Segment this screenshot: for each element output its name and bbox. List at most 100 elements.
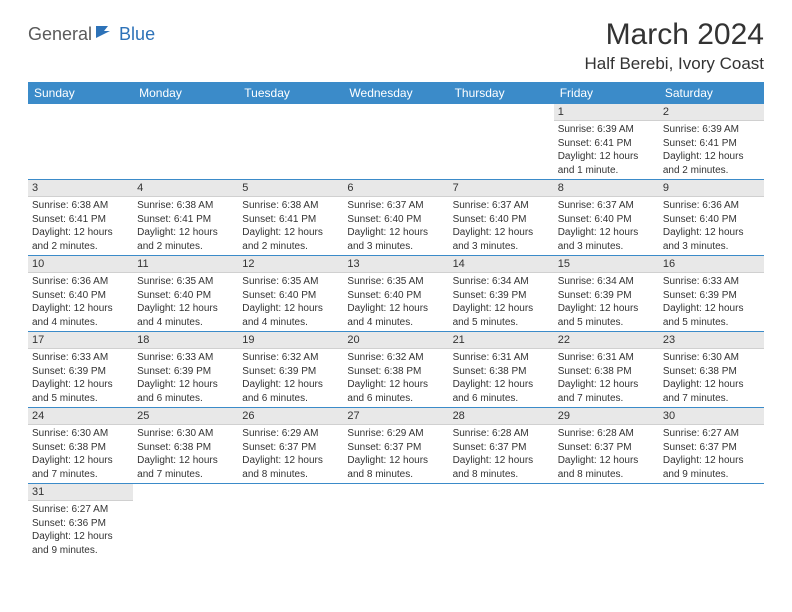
day-number: 9	[659, 180, 764, 197]
sunrise-text: Sunrise: 6:27 AM	[32, 503, 129, 517]
sunset-text: Sunset: 6:40 PM	[137, 289, 234, 303]
day-number: 15	[554, 256, 659, 273]
daylight-text: Daylight: 12 hours and 9 minutes.	[32, 530, 129, 557]
day-number: 19	[238, 332, 343, 349]
calendar-day-cell: 10Sunrise: 6:36 AMSunset: 6:40 PMDayligh…	[28, 256, 133, 332]
sunrise-text: Sunrise: 6:38 AM	[137, 199, 234, 213]
sunset-text: Sunset: 6:37 PM	[453, 441, 550, 455]
day-number: 5	[238, 180, 343, 197]
sunrise-text: Sunrise: 6:33 AM	[32, 351, 129, 365]
sunset-text: Sunset: 6:40 PM	[347, 213, 444, 227]
sunrise-text: Sunrise: 6:29 AM	[347, 427, 444, 441]
calendar-day-cell: 8Sunrise: 6:37 AMSunset: 6:40 PMDaylight…	[554, 180, 659, 256]
day-content: Sunrise: 6:35 AMSunset: 6:40 PMDaylight:…	[133, 273, 238, 331]
sunset-text: Sunset: 6:41 PM	[663, 137, 760, 151]
day-number: 21	[449, 332, 554, 349]
day-content: Sunrise: 6:30 AMSunset: 6:38 PMDaylight:…	[133, 425, 238, 483]
daylight-text: Daylight: 12 hours and 4 minutes.	[32, 302, 129, 329]
logo-text-general: General	[28, 24, 92, 45]
sunrise-text: Sunrise: 6:36 AM	[32, 275, 129, 289]
day-content: Sunrise: 6:33 AMSunset: 6:39 PMDaylight:…	[28, 349, 133, 407]
sunrise-text: Sunrise: 6:31 AM	[453, 351, 550, 365]
day-content: Sunrise: 6:32 AMSunset: 6:38 PMDaylight:…	[343, 349, 448, 407]
calendar-day-cell: 12Sunrise: 6:35 AMSunset: 6:40 PMDayligh…	[238, 256, 343, 332]
sunset-text: Sunset: 6:40 PM	[453, 213, 550, 227]
day-number: 10	[28, 256, 133, 273]
sunrise-text: Sunrise: 6:36 AM	[663, 199, 760, 213]
calendar-day-cell: 6Sunrise: 6:37 AMSunset: 6:40 PMDaylight…	[343, 180, 448, 256]
day-number: 8	[554, 180, 659, 197]
sunset-text: Sunset: 6:40 PM	[347, 289, 444, 303]
day-number: 20	[343, 332, 448, 349]
calendar-day-cell: 31Sunrise: 6:27 AMSunset: 6:36 PMDayligh…	[28, 484, 133, 560]
day-content: Sunrise: 6:30 AMSunset: 6:38 PMDaylight:…	[28, 425, 133, 483]
sunset-text: Sunset: 6:40 PM	[242, 289, 339, 303]
calendar-day-cell: 15Sunrise: 6:34 AMSunset: 6:39 PMDayligh…	[554, 256, 659, 332]
daylight-text: Daylight: 12 hours and 2 minutes.	[242, 226, 339, 253]
sunrise-text: Sunrise: 6:35 AM	[242, 275, 339, 289]
sunset-text: Sunset: 6:38 PM	[32, 441, 129, 455]
sunrise-text: Sunrise: 6:32 AM	[242, 351, 339, 365]
calendar-day-cell: 21 Sunrise: 6:31 AMSunset: 6:38 PMDayligh…	[449, 332, 554, 408]
day-number: 3	[28, 180, 133, 197]
calendar-empty-cell	[554, 484, 659, 560]
daylight-text: Daylight: 12 hours and 6 minutes.	[453, 378, 550, 405]
day-content: Sunrise: 6:27 AMSunset: 6:36 PMDaylight:…	[28, 501, 133, 559]
day-content: Sunrise: 6:34 AMSunset: 6:39 PMDaylight:…	[449, 273, 554, 331]
daylight-text: Daylight: 12 hours and 2 minutes.	[137, 226, 234, 253]
day-content: Sunrise: 6:37 AMSunset: 6:40 PMDaylight:…	[343, 197, 448, 255]
weekday-header-row: SundayMondayTuesdayWednesdayThursdayFrid…	[28, 82, 764, 104]
day-content: Sunrise: 6:36 AMSunset: 6:40 PMDaylight:…	[28, 273, 133, 331]
day-number: 22	[554, 332, 659, 349]
daylight-text: Daylight: 12 hours and 8 minutes.	[558, 454, 655, 481]
day-content: Sunrise: 6:35 AMSunset: 6:40 PMDaylight:…	[238, 273, 343, 331]
calendar-day-cell: 13Sunrise: 6:35 AMSunset: 6:40 PMDayligh…	[343, 256, 448, 332]
sunset-text: Sunset: 6:39 PM	[242, 365, 339, 379]
sunset-text: Sunset: 6:40 PM	[663, 213, 760, 227]
sunrise-text: Sunrise: 6:27 AM	[663, 427, 760, 441]
sunrise-text: Sunrise: 6:35 AM	[137, 275, 234, 289]
sunrise-text: Sunrise: 6:31 AM	[558, 351, 655, 365]
sunrise-text: Sunrise: 6:30 AM	[137, 427, 234, 441]
daylight-text: Daylight: 12 hours and 8 minutes.	[242, 454, 339, 481]
sunset-text: Sunset: 6:41 PM	[242, 213, 339, 227]
sunset-text: Sunset: 6:38 PM	[453, 365, 550, 379]
calendar-day-cell: 4Sunrise: 6:38 AMSunset: 6:41 PMDaylight…	[133, 180, 238, 256]
sunrise-text: Sunrise: 6:38 AM	[32, 199, 129, 213]
sunset-text: Sunset: 6:41 PM	[558, 137, 655, 151]
day-number: 14	[449, 256, 554, 273]
calendar-day-cell: 23Sunrise: 6:30 AMSunset: 6:38 PMDayligh…	[659, 332, 764, 408]
day-content: Sunrise: 6:32 AMSunset: 6:39 PMDaylight:…	[238, 349, 343, 407]
calendar-day-cell: 24Sunrise: 6:30 AMSunset: 6:38 PMDayligh…	[28, 408, 133, 484]
day-content: Sunrise: 6:28 AMSunset: 6:37 PMDaylight:…	[449, 425, 554, 483]
sunset-text: Sunset: 6:39 PM	[137, 365, 234, 379]
weekday-header: Sunday	[28, 82, 133, 104]
day-number: 1	[554, 104, 659, 121]
sunrise-text: Sunrise: 6:28 AM	[558, 427, 655, 441]
calendar-empty-cell	[133, 104, 238, 180]
daylight-text: Daylight: 12 hours and 8 minutes.	[453, 454, 550, 481]
day-content: Sunrise: 6:29 AMSunset: 6:37 PMDaylight:…	[238, 425, 343, 483]
day-number: 12	[238, 256, 343, 273]
day-number: 4	[133, 180, 238, 197]
calendar-day-cell: 29Sunrise: 6:28 AMSunset: 6:37 PMDayligh…	[554, 408, 659, 484]
calendar-table: SundayMondayTuesdayWednesdayThursdayFrid…	[28, 82, 764, 559]
sunset-text: Sunset: 6:38 PM	[558, 365, 655, 379]
sunset-text: Sunset: 6:39 PM	[453, 289, 550, 303]
weekday-header: Friday	[554, 82, 659, 104]
sunrise-text: Sunrise: 6:30 AM	[32, 427, 129, 441]
sunrise-text: Sunrise: 6:28 AM	[453, 427, 550, 441]
day-content: Sunrise: 6:37 AMSunset: 6:40 PMDaylight:…	[554, 197, 659, 255]
calendar-week-row: 31Sunrise: 6:27 AMSunset: 6:36 PMDayligh…	[28, 484, 764, 560]
daylight-text: Daylight: 12 hours and 7 minutes.	[137, 454, 234, 481]
day-content: Sunrise: 6:27 AMSunset: 6:37 PMDaylight:…	[659, 425, 764, 483]
sunrise-text: Sunrise: 6:35 AM	[347, 275, 444, 289]
day-content: Sunrise: 6:29 AMSunset: 6:37 PMDaylight:…	[343, 425, 448, 483]
calendar-empty-cell	[133, 484, 238, 560]
daylight-text: Daylight: 12 hours and 6 minutes.	[137, 378, 234, 405]
calendar-week-row: 3Sunrise: 6:38 AMSunset: 6:41 PMDaylight…	[28, 180, 764, 256]
sunset-text: Sunset: 6:36 PM	[32, 517, 129, 531]
weekday-header: Saturday	[659, 82, 764, 104]
weekday-header: Thursday	[449, 82, 554, 104]
calendar-week-row: 1Sunrise: 6:39 AMSunset: 6:41 PMDaylight…	[28, 104, 764, 180]
